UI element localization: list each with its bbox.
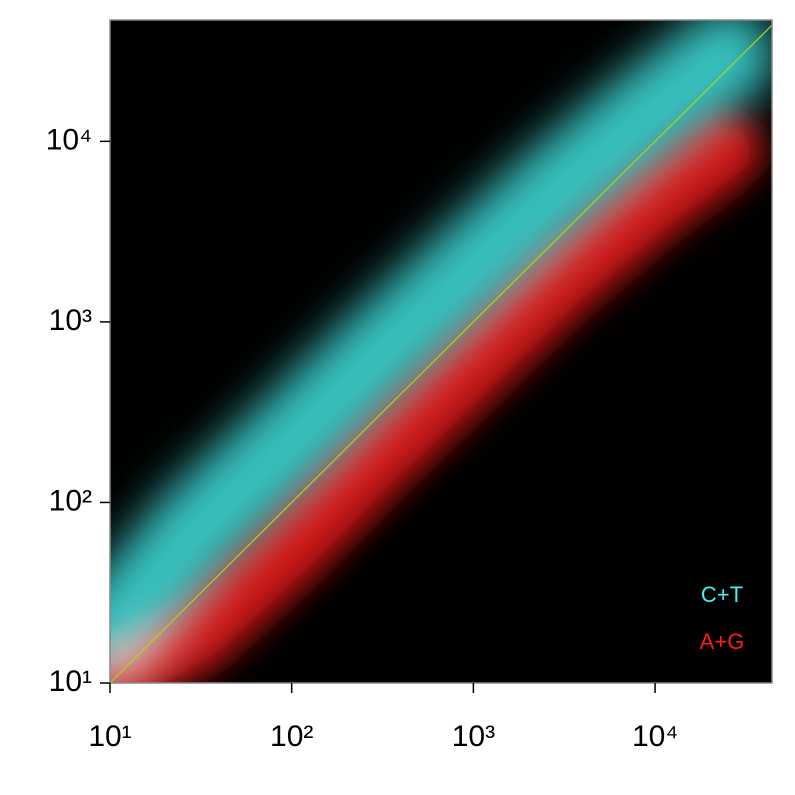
y-tick-label: 10³ xyxy=(49,304,92,337)
y-tick-label: 10² xyxy=(49,484,92,517)
x-tick-label: 10² xyxy=(270,720,313,753)
x-tick-label: 10¹ xyxy=(88,720,131,753)
y-tick-label: 10¹ xyxy=(49,665,92,698)
plot-frame xyxy=(109,19,773,684)
density-band xyxy=(110,20,772,683)
diagonal-line xyxy=(110,24,772,683)
density-band xyxy=(110,114,763,683)
y-tick-label: 10⁴ xyxy=(46,123,92,156)
legend-label: A+G xyxy=(700,629,745,654)
legend-label: C+T xyxy=(701,582,743,607)
x-tick-label: 10⁴ xyxy=(632,720,678,753)
x-tick-label: 10³ xyxy=(452,720,495,753)
plot-marks xyxy=(110,20,772,683)
